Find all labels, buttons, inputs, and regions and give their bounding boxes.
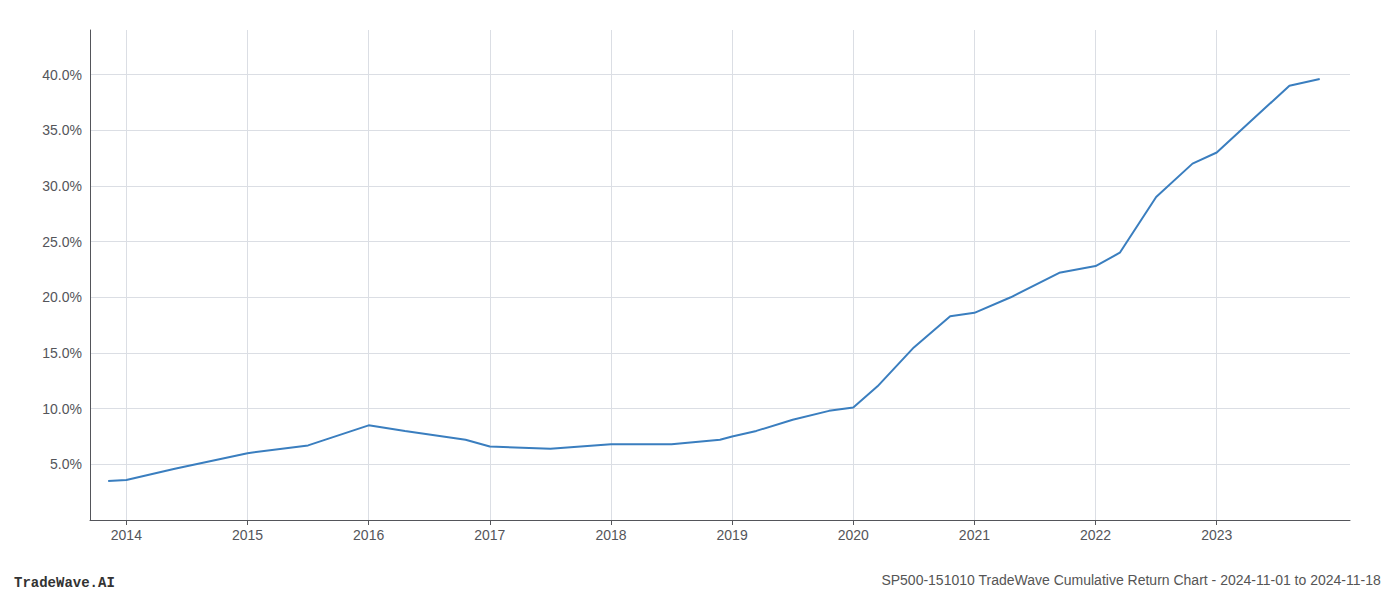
svg-text:SP500-151010 TradeWave Cumulat: SP500-151010 TradeWave Cumulative Return… <box>881 572 1381 588</box>
svg-text:2021: 2021 <box>959 527 990 543</box>
svg-text:5.0%: 5.0% <box>50 456 82 472</box>
svg-text:2018: 2018 <box>595 527 626 543</box>
svg-text:2015: 2015 <box>232 527 263 543</box>
svg-text:2017: 2017 <box>474 527 505 543</box>
svg-text:15.0%: 15.0% <box>42 345 82 361</box>
svg-text:2020: 2020 <box>838 527 869 543</box>
svg-text:2014: 2014 <box>111 527 142 543</box>
svg-text:2016: 2016 <box>353 527 384 543</box>
svg-text:20.0%: 20.0% <box>42 289 82 305</box>
svg-text:35.0%: 35.0% <box>42 122 82 138</box>
svg-text:25.0%: 25.0% <box>42 234 82 250</box>
svg-text:2022: 2022 <box>1080 527 1111 543</box>
svg-text:2019: 2019 <box>717 527 748 543</box>
svg-text:40.0%: 40.0% <box>42 67 82 83</box>
svg-text:30.0%: 30.0% <box>42 178 82 194</box>
svg-text:10.0%: 10.0% <box>42 401 82 417</box>
svg-text:TradeWave.AI: TradeWave.AI <box>14 575 115 591</box>
svg-text:2023: 2023 <box>1201 527 1232 543</box>
